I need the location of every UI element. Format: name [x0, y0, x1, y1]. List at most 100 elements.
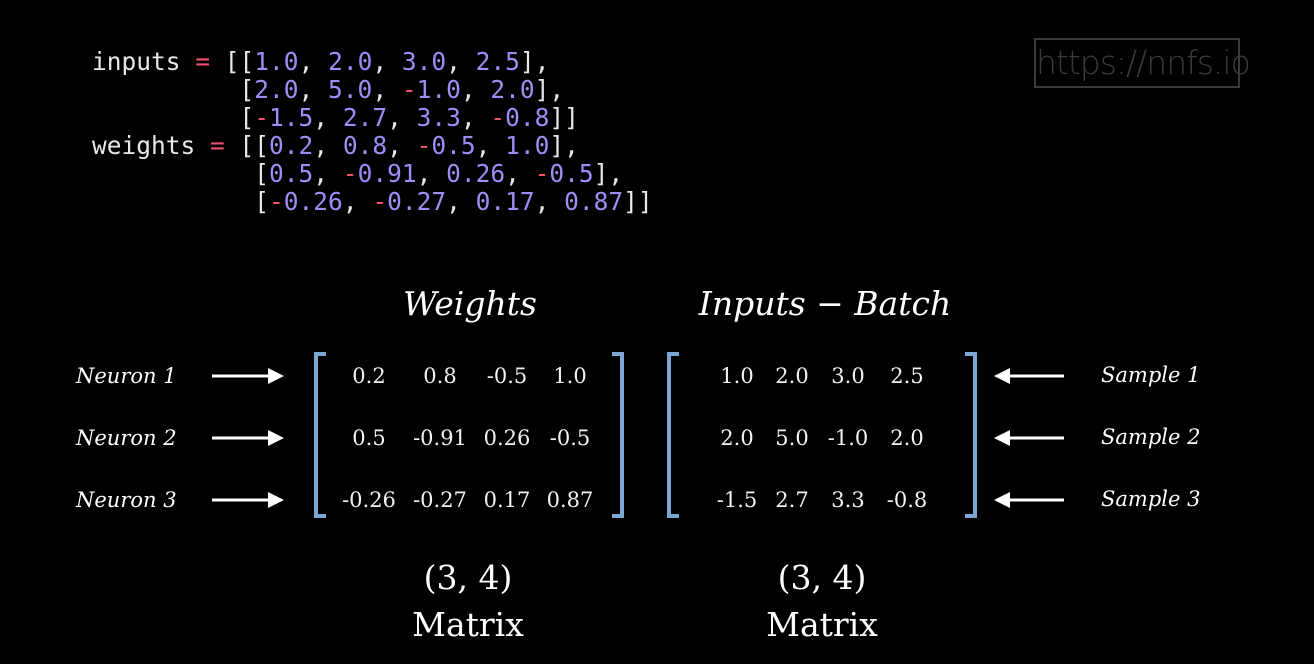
inputs-cell: 5.0 [775, 426, 809, 450]
sample-label: Sample 3 [1101, 487, 1201, 511]
code-token: 0.27 [387, 187, 447, 216]
code-token: 2.0 [490, 75, 535, 104]
code-token: 0.5 [269, 159, 314, 188]
neuron-label: Neuron 1 [76, 364, 177, 388]
code-token: , [534, 187, 565, 216]
inputs-kind: Matrix [766, 605, 878, 644]
code-token: ]] [623, 187, 653, 216]
code-token: , [372, 75, 402, 104]
code-line: [0.5, -0.91, 0.26, -0.5], [92, 160, 653, 188]
code-token: 0.26 [446, 159, 506, 188]
code-token: = [210, 131, 225, 160]
inputs-cell: 2.0 [890, 426, 924, 450]
code-token: , [298, 47, 329, 76]
code-token: [ [92, 187, 270, 216]
code-token: 0.2 [269, 131, 314, 160]
code-token: , [446, 47, 476, 76]
weights-right-bracket [612, 352, 624, 518]
weights-cell: 0.26 [483, 426, 531, 450]
weights-cell: -0.27 [413, 488, 467, 512]
weights-cell: 1.0 [553, 364, 587, 388]
code-token: inputs [92, 47, 196, 76]
code-token: , [446, 187, 476, 216]
weights-cell: 0.17 [483, 488, 531, 512]
code-token: [ [92, 103, 255, 132]
code-token: weights [92, 131, 211, 160]
code-line: [2.0, 5.0, -1.0, 2.0], [92, 76, 653, 104]
code-token: 0.17 [475, 187, 535, 216]
inputs-cell: 1.0 [720, 364, 754, 388]
inputs-cell: 3.3 [831, 488, 865, 512]
neuron-label: Neuron 3 [76, 488, 177, 512]
inputs-cell: 2.0 [720, 426, 754, 450]
left-arrow-icon [994, 368, 1064, 384]
inputs-left-bracket [667, 352, 679, 518]
code-token: 0.5 [431, 131, 476, 160]
code-token: 2.7 [342, 103, 388, 132]
code-token: 2.0 [254, 75, 299, 104]
code-token: 0.87 [564, 187, 624, 216]
right-arrow-icon [212, 430, 284, 446]
code-token: [[ [210, 47, 255, 76]
inputs-shape: (3, 4) [777, 558, 867, 597]
code-token: 1.5 [269, 103, 314, 132]
code-token: - [490, 103, 506, 132]
code-block: inputs = [[1.0, 2.0, 3.0, 2.5], [2.0, 5.… [92, 48, 653, 216]
code-token: , [313, 103, 343, 132]
weights-kind: Matrix [412, 605, 524, 644]
code-token: - [342, 159, 358, 188]
code-token: [[ [224, 131, 270, 160]
sample-label: Sample 1 [1101, 363, 1201, 387]
left-arrow-icon [994, 492, 1064, 508]
weights-cell: -0.5 [549, 426, 591, 450]
code-token: - [269, 187, 284, 216]
code-token: 0.8 [342, 131, 388, 160]
code-token: 1.0 [254, 47, 299, 76]
inputs-right-bracket [965, 352, 977, 518]
code-token: 2.0 [328, 47, 373, 76]
code-token: , [475, 131, 506, 160]
inputs-matrix-title: Inputs − Batch [698, 284, 952, 323]
code-token: , [505, 159, 535, 188]
code-line: [-0.26, -0.27, 0.17, 0.87]] [92, 187, 653, 216]
code-token: ], [593, 159, 624, 188]
code-token: - [401, 75, 417, 104]
sample-label: Sample 2 [1101, 425, 1201, 449]
code-token: , [313, 131, 343, 160]
inputs-cell: 2.7 [775, 488, 809, 512]
code-token: 0.8 [505, 103, 550, 132]
code-token: ]] [549, 103, 579, 132]
weights-cell: 0.5 [352, 426, 386, 450]
code-token: 1.0 [416, 75, 461, 104]
code-token: 2.5 [475, 47, 520, 76]
code-token: - [416, 131, 432, 160]
weights-left-bracket [314, 352, 326, 518]
code-token: [ [92, 159, 270, 188]
inputs-cell: 2.0 [775, 364, 809, 388]
code-token: 0.26 [283, 187, 343, 216]
code-token: 5.0 [328, 75, 373, 104]
code-token: , [298, 75, 329, 104]
code-token: ], [534, 75, 565, 104]
inputs-cell: 3.0 [831, 364, 865, 388]
inputs-cell: -1.0 [827, 426, 869, 450]
code-token: 3.3 [416, 103, 461, 132]
code-line: weights = [[0.2, 0.8, -0.5, 1.0], [92, 132, 653, 160]
code-token: - [372, 187, 388, 216]
weights-cell: 0.87 [546, 488, 594, 512]
weights-cell: -0.5 [486, 364, 528, 388]
code-line: inputs = [[1.0, 2.0, 3.0, 2.5], [92, 48, 653, 76]
code-token: - [534, 159, 550, 188]
code-token: , [387, 103, 417, 132]
code-token: [ [92, 75, 255, 104]
weights-shape: (3, 4) [423, 558, 513, 597]
right-arrow-icon [212, 368, 284, 384]
inputs-cell: -0.8 [886, 488, 928, 512]
weights-cell: 0.8 [423, 364, 457, 388]
neuron-label: Neuron 2 [76, 426, 177, 450]
code-line: [-1.5, 2.7, 3.3, -0.8]] [92, 104, 653, 132]
code-token: ], [519, 47, 550, 76]
code-token: , [313, 159, 343, 188]
inputs-cell: 2.5 [890, 364, 924, 388]
code-token: , [460, 75, 491, 104]
